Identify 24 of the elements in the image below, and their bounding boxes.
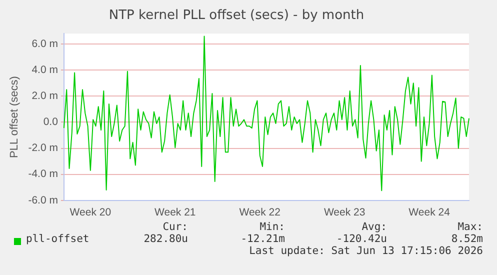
text: -120.42u [336,233,387,245]
legend-label: pll-offset [26,233,90,245]
text: Avg: [362,221,387,233]
text: Max: [458,221,483,233]
y-tick-label: 6.0 m [32,38,58,50]
text: 8.52m [451,233,483,245]
x-tick-label: Week 24 [408,206,450,219]
x-tick-label: Week 20 [70,206,112,219]
text: Min: [260,221,285,233]
y-tick-label: 0.0 [43,116,58,128]
y-axis-title: PLL offset (secs) [8,76,21,158]
text: -12.21m [240,233,285,245]
y-tick-label: -4.0 m [28,168,58,180]
y-tick-label: -6.0 m [28,194,58,206]
text: Cur: [162,221,188,233]
y-tick-label: -2.0 m [28,142,58,154]
text: 282.80u [144,233,188,245]
y-tick-label: 4.0 m [32,64,58,76]
chart-title: NTP kernel PLL offset (secs) - by month [108,8,364,24]
x-tick-label: Week 22 [239,206,281,219]
x-tick-label: Week 21 [154,206,196,219]
y-tick-label: 2.0 m [32,90,58,102]
x-tick-label: Week 23 [324,206,366,219]
text: Last update: Sat Jun 13 17:15:06 2026 [249,245,483,257]
